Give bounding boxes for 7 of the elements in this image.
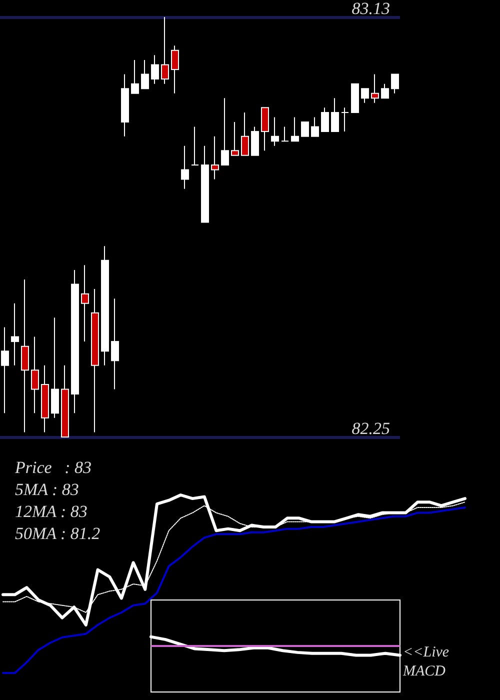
annotation: 12MA : 83 (15, 502, 88, 521)
text: Price : 83 (14, 458, 92, 477)
y-tick-label: 82.25 (352, 419, 390, 438)
y-tick-label: 83.13 (352, 0, 390, 18)
annotation: 5MA : 83 (15, 480, 79, 499)
annotation: <<Live MACD (402, 644, 453, 680)
annotation: 50MA : 81.2 (15, 524, 101, 543)
